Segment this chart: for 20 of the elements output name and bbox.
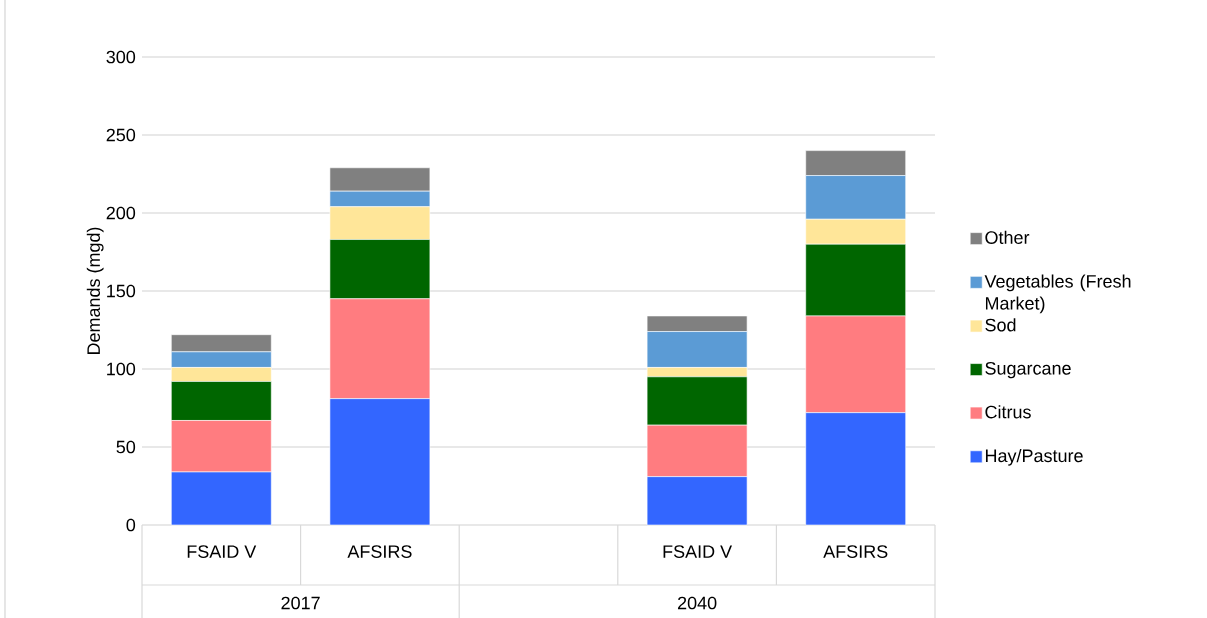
y-axis-title: Demands (mgd): [86, 227, 104, 355]
text: 2017: [281, 596, 320, 610]
y-tick-label: 250: [106, 128, 136, 142]
text: 2040: [677, 596, 717, 610]
x-tick-label: FSAID V: [663, 545, 733, 558]
y-tick-label: 200: [106, 206, 136, 220]
legend-label: Sod: [985, 318, 1016, 332]
x-tick-label: AFSIRS: [347, 545, 412, 558]
legend-label: Citrus: [985, 405, 1031, 419]
y-tick-label: 100: [107, 362, 136, 376]
legend-label: Sugarcane: [985, 361, 1071, 379]
y-tick-label: 300: [106, 50, 136, 64]
x-tick-label: FSAID V: [187, 545, 257, 558]
y-tick-label: 150: [107, 284, 136, 298]
legend-label: Hay/Pasture: [985, 448, 1083, 466]
x-tick-label: AFSIRS: [823, 545, 888, 558]
legend-label: Vegetables (Fresh Market): [984, 274, 1131, 314]
y-tick-label: 50: [116, 440, 136, 454]
y-tick-label: 0: [126, 518, 136, 532]
legend-label: Other: [985, 230, 1030, 244]
